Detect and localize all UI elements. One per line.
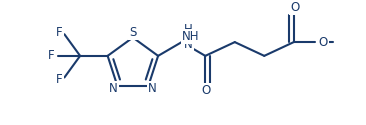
Text: NH: NH [182,30,199,43]
Text: F: F [56,26,63,39]
Text: F: F [56,73,63,86]
Text: N: N [109,82,118,95]
Text: F: F [48,49,55,62]
Text: H
N: H N [184,23,193,51]
Text: S: S [129,26,137,39]
Text: O: O [290,1,299,14]
Text: O: O [319,36,328,49]
Text: N: N [148,82,157,95]
Text: O: O [202,84,211,97]
